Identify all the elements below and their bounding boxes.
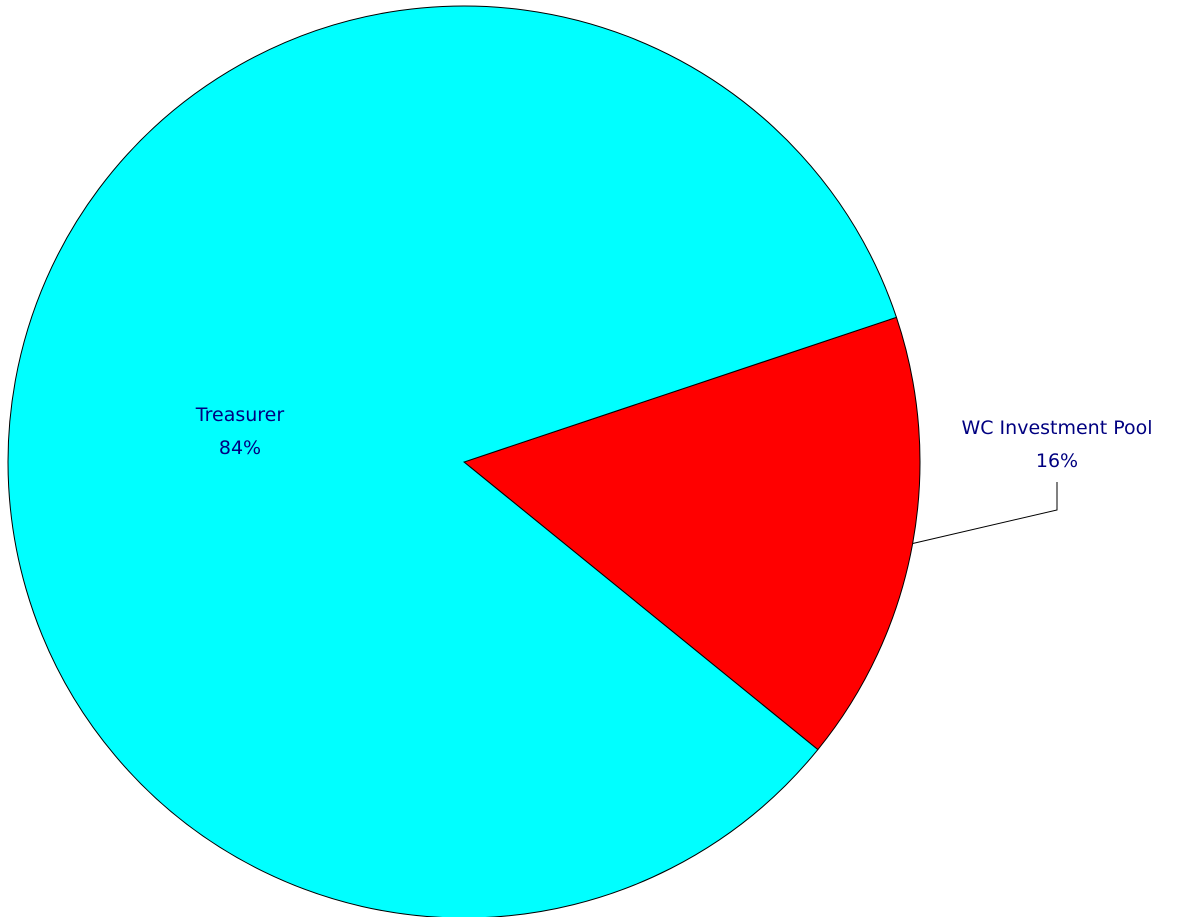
leader-line-wc-investment-pool [912,482,1058,544]
slice-value-wc-investment-pool: 16% [1036,450,1078,472]
slice-label-treasurer: Treasurer [195,404,285,426]
pie-labels: WC Investment Pool 16% Treasurer 84% [195,404,1153,544]
slice-label-wc-investment-pool: WC Investment Pool [961,417,1152,439]
slice-value-treasurer: 84% [219,437,261,459]
pie-slice-wc-investment-pool [462,316,921,751]
pie-slices [7,5,921,917]
pie-slice-treasurer [7,5,898,917]
